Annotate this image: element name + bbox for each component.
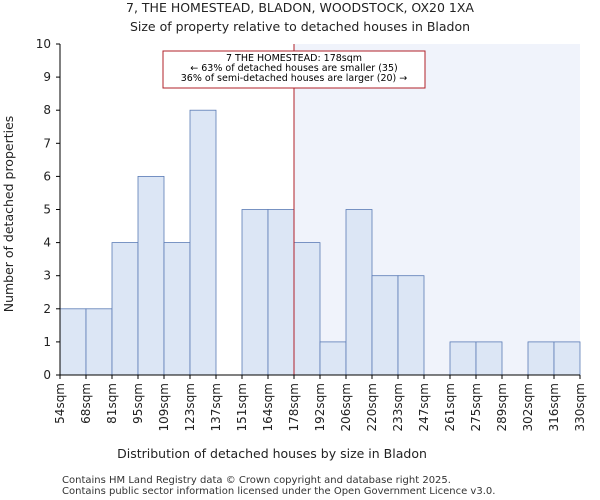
x-tick-label: 95sqm [131, 383, 145, 424]
bar-164sqm [267, 209, 295, 376]
y-tick-label: 0 [43, 368, 51, 382]
footer-line-2: Contains public sector information licen… [62, 486, 495, 497]
bar-151sqm [241, 209, 269, 376]
y-tick-label: 7 [43, 136, 51, 150]
y-tick-label: 4 [43, 236, 51, 250]
bar-109sqm [163, 242, 191, 376]
x-tick-label: 54sqm [53, 383, 67, 424]
x-tick-label: 151sqm [235, 383, 249, 431]
x-tick-label: 192sqm [313, 383, 327, 431]
y-tick-label: 5 [43, 203, 51, 217]
bar-178sqm [293, 242, 321, 376]
bar-275sqm [475, 341, 503, 376]
y-tick-label: 2 [43, 302, 51, 316]
annotation-line-2: ← 63% of detached houses are smaller (35… [190, 63, 397, 74]
bar-220sqm [371, 275, 399, 376]
x-tick-label: 206sqm [339, 383, 353, 431]
y-tick-label: 10 [36, 37, 51, 51]
annotation-line-1: 7 THE HOMESTEAD: 178sqm [226, 53, 362, 64]
x-tick-label: 164sqm [261, 383, 275, 431]
x-tick-label: 261sqm [443, 383, 457, 431]
x-ticks-group: 54sqm 68sqm 81sqm 95sqm 109sqm 123sqm 137sqm 15… [53, 375, 587, 431]
bar-233sqm [397, 275, 425, 376]
x-tick-label: 81sqm [105, 383, 119, 424]
bar-54sqm [59, 308, 87, 376]
x-tick-label: 330sqm [573, 383, 587, 431]
x-tick-label: 123sqm [183, 383, 197, 431]
x-tick-label: 275sqm [469, 383, 483, 431]
bar-316sqm [553, 341, 581, 376]
y-tick-label: 6 [43, 169, 51, 183]
bar-123sqm [189, 109, 217, 376]
y-tick-label: 1 [43, 335, 51, 349]
highlight-region [294, 44, 580, 375]
y-ticks-group: 0 1 2 3 4 5 6 7 8 9 10 [36, 37, 60, 382]
bar-95sqm [137, 175, 165, 376]
y-tick-label: 3 [43, 269, 51, 283]
x-tick-label: 289sqm [495, 383, 509, 431]
annotation-border [162, 50, 426, 89]
x-tick-label: 137sqm [209, 383, 223, 431]
footer-line-1: Contains HM Land Registry data © Crown c… [62, 475, 451, 486]
bar-68sqm [85, 308, 113, 376]
bar-261sqm [449, 341, 477, 376]
x-tick-label: 68sqm [79, 383, 93, 424]
bars-group [59, 109, 581, 376]
bar-192sqm [319, 341, 347, 376]
x-tick-label: 220sqm [365, 383, 379, 431]
x-axis-label: Distribution of detached houses by size … [117, 446, 427, 461]
x-tick-label: 302sqm [521, 383, 535, 431]
y-axis-label: Number of detached properties [1, 116, 16, 313]
x-tick-label: 178sqm [287, 383, 301, 431]
x-tick-label: 316sqm [547, 383, 561, 431]
annotation-line-3: 36% of semi-detached houses are larger (… [181, 73, 408, 84]
bar-81sqm [111, 242, 139, 376]
y-tick-label: 8 [43, 103, 51, 117]
y-tick-label: 9 [43, 70, 51, 84]
annotation-box: 7 THE HOMESTEAD: 178sqm ← 63% of detache… [162, 50, 426, 89]
bar-206sqm [345, 209, 373, 376]
x-tick-label: 109sqm [157, 383, 171, 431]
chart-subtitle: Size of property relative to detached ho… [130, 19, 470, 34]
bar-302sqm [527, 341, 555, 376]
chart-title: 7, THE HOMESTEAD, BLADON, WOODSTOCK, OX2… [126, 0, 474, 15]
x-tick-label: 233sqm [391, 383, 405, 431]
x-tick-label: 247sqm [417, 383, 431, 431]
